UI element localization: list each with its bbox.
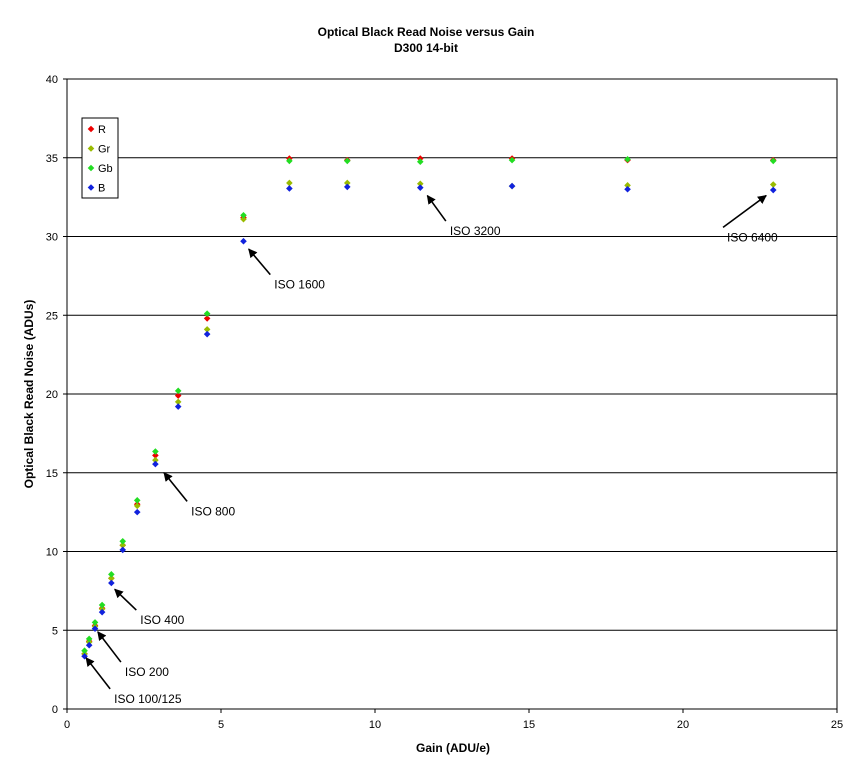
data-point-b (91, 625, 99, 632)
annotation-arrow (163, 472, 188, 502)
data-point-gb (119, 537, 127, 545)
x-axis-title: Gain (ADU/e) (416, 741, 490, 755)
y-tick-label: 40 (46, 74, 58, 86)
annotation-label: ISO 100/125 (114, 692, 182, 706)
y-axis-title: Optical Black Read Noise (ADUs) (22, 300, 36, 489)
annotation-arrow (426, 194, 447, 222)
data-point-b (624, 185, 631, 193)
data-point-gb (91, 619, 99, 626)
legend-label: Gb (98, 163, 113, 175)
data-point-gb (133, 497, 141, 504)
data-point-b (85, 641, 93, 649)
data-point-gb (240, 211, 247, 219)
data-point-b (152, 460, 159, 468)
y-tick-label: 10 (46, 547, 58, 559)
x-tick-label: 0 (64, 719, 70, 731)
legend-marker (87, 184, 95, 191)
data-point-gb (85, 635, 93, 643)
legend-label: B (98, 183, 105, 195)
legend-marker (87, 164, 95, 172)
data-point-gb (286, 157, 293, 165)
annotation-label: ISO 200 (125, 665, 169, 679)
data-point-gb (203, 310, 211, 317)
data-point-b (416, 184, 424, 191)
data-point-gr (343, 179, 351, 187)
legend-label: Gr (98, 144, 111, 156)
annotation-arrow (97, 631, 122, 663)
data-point-b (769, 186, 777, 194)
data-point-gr (152, 456, 159, 464)
data-point-b (108, 579, 115, 587)
data-point-b (286, 185, 293, 192)
x-tick-label: 25 (831, 719, 843, 731)
data-point-gr (624, 182, 631, 189)
data-point-b (133, 508, 141, 516)
legend-marker (87, 125, 95, 133)
axis-ticks: 0 5 10 15 20 25 30 35 40 0 5 10 15 20 25 (46, 74, 843, 731)
data-point-b (98, 608, 106, 616)
data-point-b (203, 330, 211, 338)
y-tick-label: 25 (46, 310, 58, 322)
data-point-gr (174, 398, 182, 406)
annotations: ISO 100/125 ISO 200 ISO 400 ISO 800 ISO 1600… (85, 194, 778, 706)
data-point-gr (133, 502, 141, 510)
data-point-gb (98, 601, 106, 609)
gridlines (67, 157, 837, 631)
legend-box (81, 117, 119, 199)
data-point-r (152, 452, 159, 459)
data-point-gr (203, 326, 211, 333)
data-point-gb (81, 647, 88, 655)
data-point-gb (416, 158, 424, 165)
y-tick-label: 5 (52, 625, 58, 637)
data-point-gr (286, 179, 293, 187)
data-point-gb (508, 156, 516, 164)
legend-label: R (98, 124, 106, 136)
data-point-gb (343, 157, 351, 165)
data-point-r (174, 392, 182, 399)
y-tick-label: 35 (46, 153, 58, 165)
x-tick-label: 10 (369, 719, 381, 731)
annotation-label: ISO 1600 (274, 278, 325, 292)
annotation-arrow (114, 588, 137, 611)
annotation-label: ISO 3200 (450, 224, 501, 238)
data-points (81, 155, 777, 660)
legend-marker (87, 145, 95, 152)
data-point-b (343, 183, 351, 191)
annotation-arrow (85, 657, 111, 690)
chart-title: Optical Black Read Noise versus Gain (318, 25, 535, 39)
chart-subtitle: D300 14-bit (394, 41, 458, 55)
data-point-gb (152, 448, 159, 455)
y-tick-label: 30 (46, 232, 58, 244)
data-point-gb (769, 157, 777, 165)
data-point-gr (769, 181, 777, 188)
x-tick-label: 15 (523, 719, 535, 731)
data-point-gr (119, 541, 127, 549)
y-tick-label: 20 (46, 389, 58, 401)
annotation-label: ISO 6400 (727, 230, 778, 244)
x-tick-label: 20 (677, 719, 689, 731)
data-point-b (174, 403, 182, 410)
data-point-b (508, 182, 516, 190)
y-tick-label: 15 (46, 468, 58, 480)
data-point-b (119, 546, 127, 554)
data-point-gb (624, 156, 631, 163)
data-point-r (203, 315, 211, 322)
legend: R Gr Gb B (81, 117, 119, 199)
x-tick-label: 5 (218, 719, 224, 731)
data-point-gr (416, 180, 424, 188)
y-tick-label: 0 (52, 704, 58, 716)
annotation-arrow (248, 248, 271, 276)
annotation-arrow (722, 194, 767, 228)
data-point-gr (108, 574, 115, 582)
data-point-gr (240, 215, 247, 223)
data-point-gb (174, 387, 182, 395)
annotation-label: ISO 800 (191, 504, 235, 518)
data-point-b (240, 237, 247, 245)
annotation-label: ISO 400 (140, 613, 184, 627)
data-point-gb (108, 571, 115, 578)
